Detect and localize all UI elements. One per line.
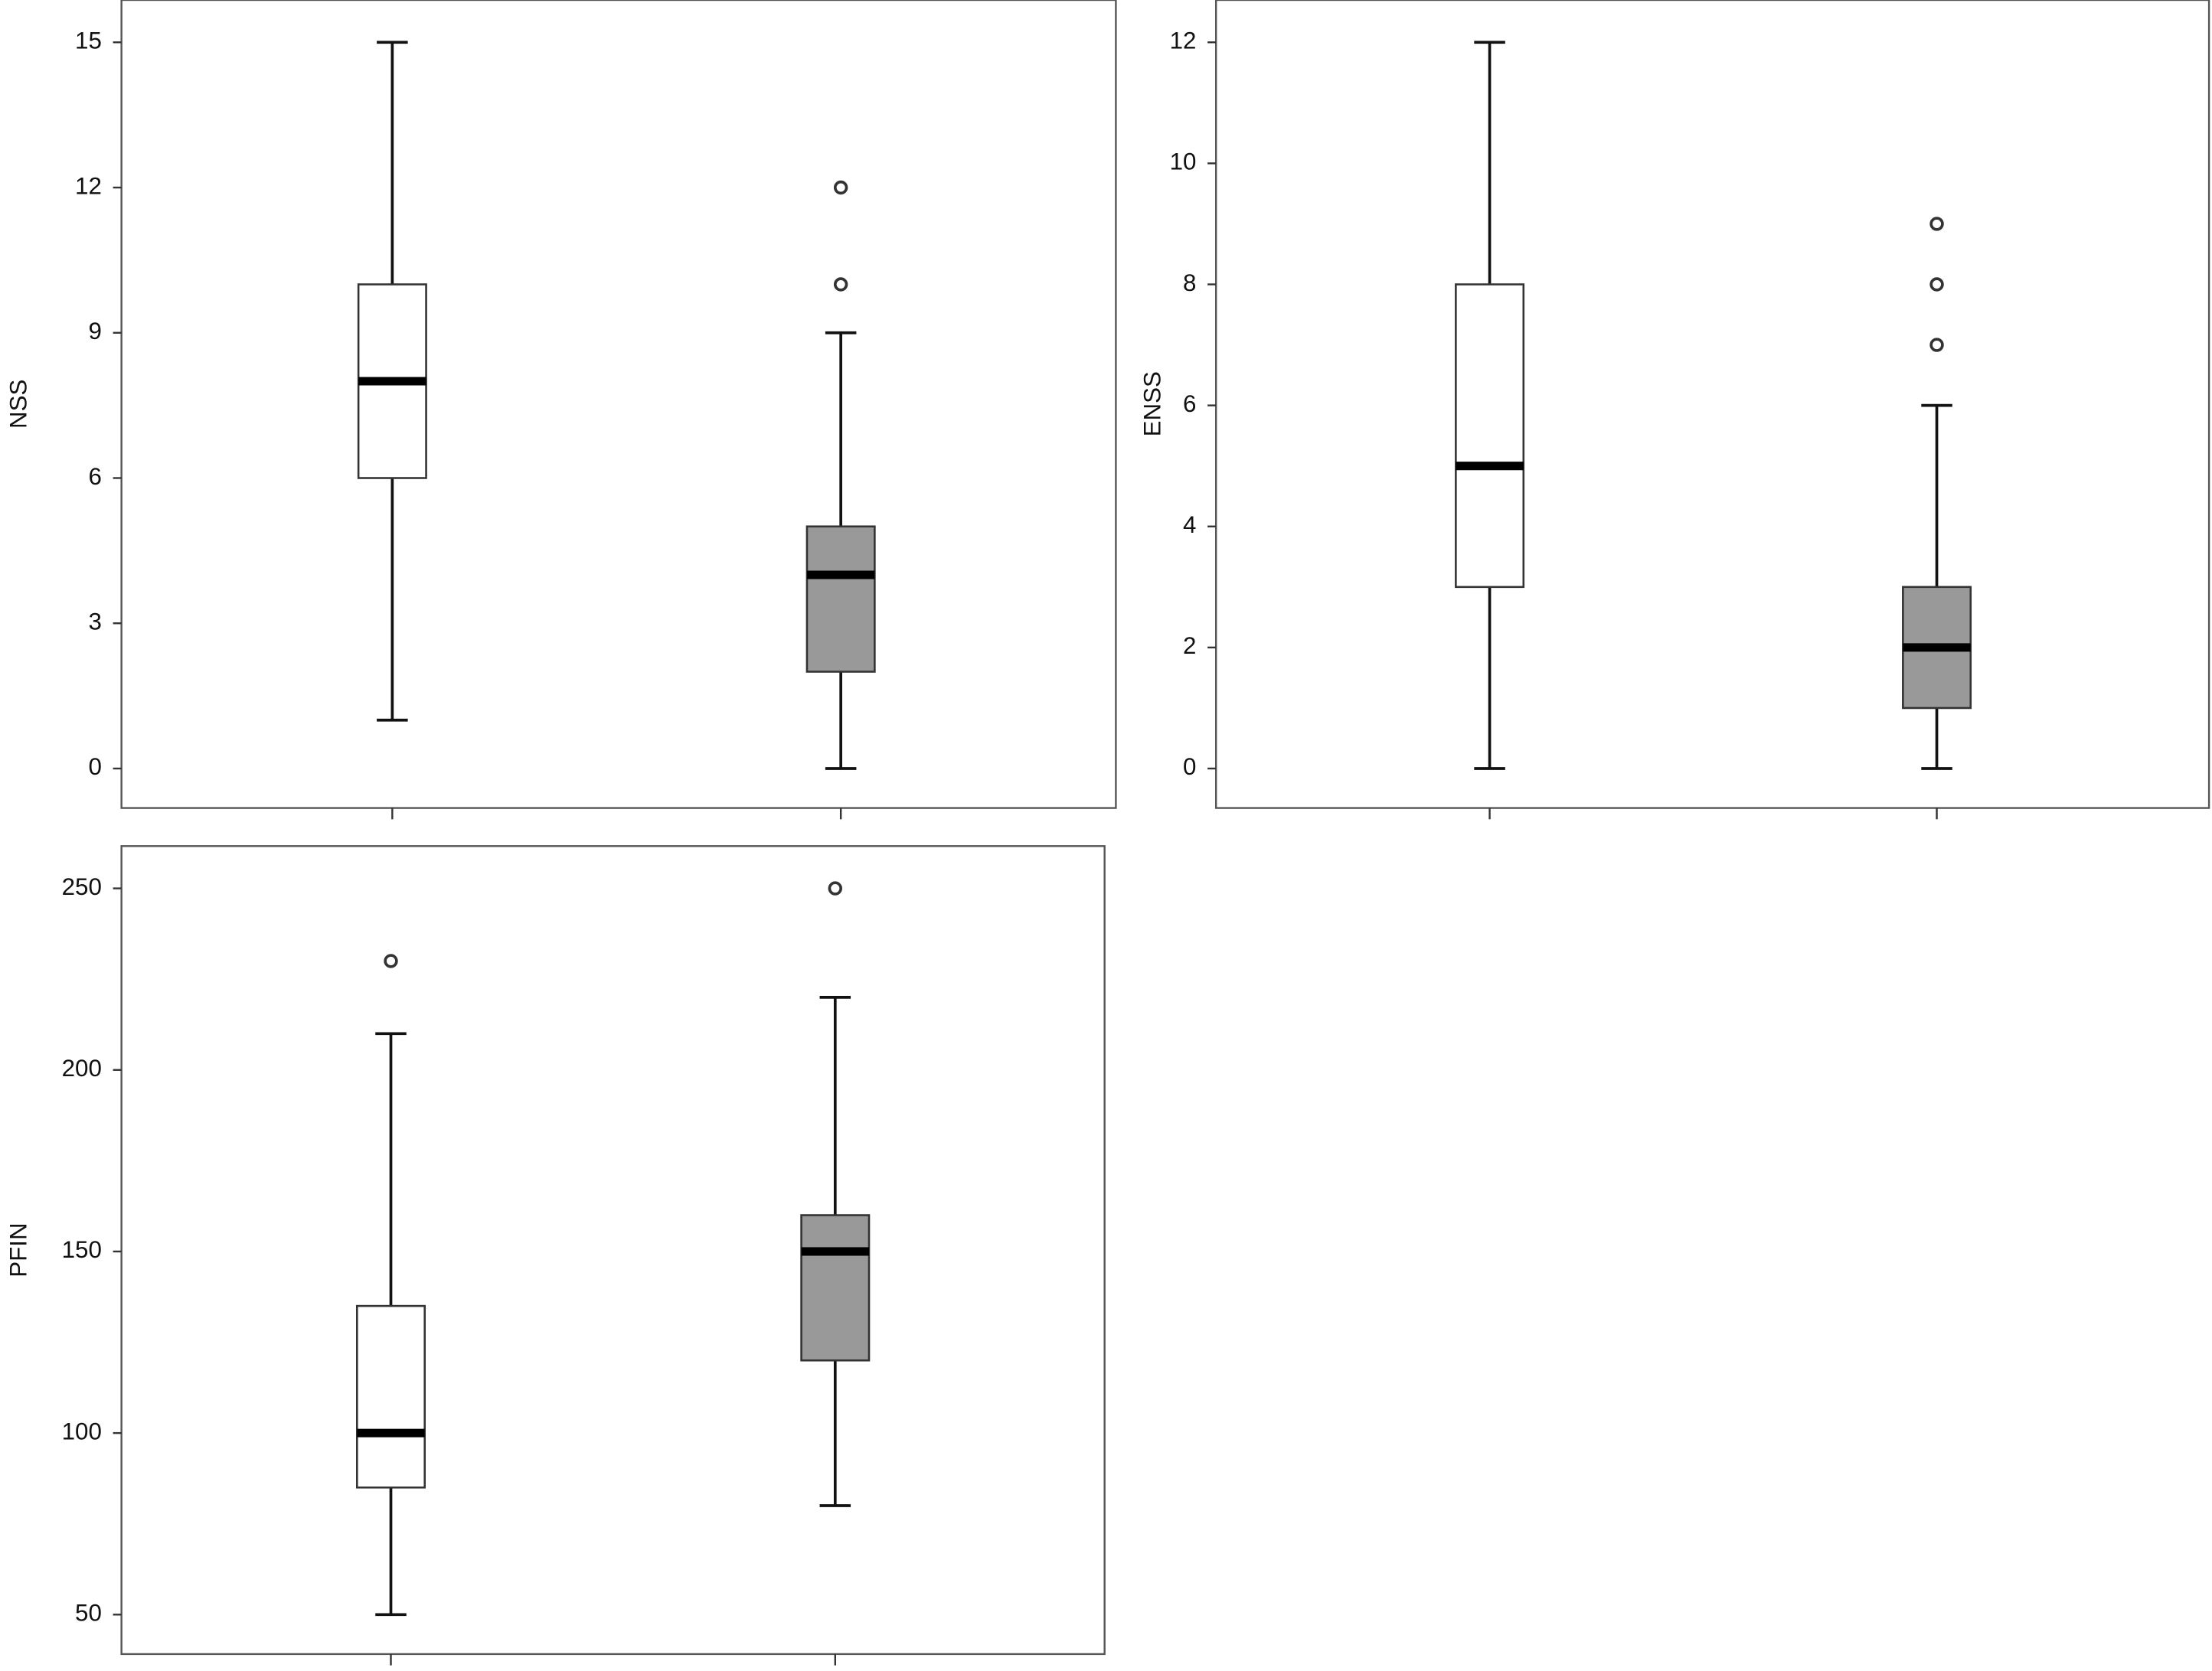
y-tick-label: 12 xyxy=(75,172,102,199)
box-group-2 xyxy=(800,881,871,1666)
y-tick-label: 2 xyxy=(1183,632,1196,659)
y-axis-label: PFIN xyxy=(5,1222,31,1277)
outlier-point xyxy=(828,881,843,896)
y-tick-label: 3 xyxy=(88,609,101,635)
outlier-point xyxy=(1929,277,1944,292)
outlier-point xyxy=(384,954,398,968)
outlier-point xyxy=(833,277,848,292)
y-tick-label: 200 xyxy=(62,1055,102,1082)
y-axis-label: NSS xyxy=(5,380,31,429)
box-group-2 xyxy=(805,180,876,820)
y-tick-label: 50 xyxy=(75,1600,102,1627)
y-tick-label: 150 xyxy=(62,1236,102,1263)
y-tick-label: 250 xyxy=(62,873,102,900)
y-axis-label: ENSS xyxy=(1139,371,1165,436)
y-tick-label: 0 xyxy=(1183,753,1196,780)
y-tick-label: 0 xyxy=(88,753,101,780)
panel-nss: 0 3 6 9 12 15 NSS xyxy=(5,0,1117,820)
y-tick-label: 6 xyxy=(88,463,101,490)
iqr-box xyxy=(800,1214,871,1362)
y-tick-label: 12 xyxy=(1170,28,1197,54)
outlier-point xyxy=(1929,217,1944,231)
y-tick-label: 15 xyxy=(75,28,102,54)
y-tick-label: 100 xyxy=(62,1418,102,1444)
plot-frame xyxy=(120,0,1117,809)
y-tick-label: 8 xyxy=(1183,269,1196,296)
y-tick-label: 6 xyxy=(1183,390,1196,417)
iqr-box xyxy=(805,525,876,673)
box-group-1 xyxy=(356,954,426,1666)
box-group-2 xyxy=(1902,217,1972,820)
outlier-point xyxy=(1929,338,1944,352)
y-tick-label: 9 xyxy=(88,318,101,344)
iqr-box xyxy=(1455,283,1525,589)
y-tick-label: 4 xyxy=(1183,511,1196,538)
y-tick-label: 10 xyxy=(1170,148,1197,175)
panel-enss: 0 2 4 6 8 10 12 ENSS xyxy=(1139,0,2210,820)
plot-frame xyxy=(1214,0,2210,809)
box-group-1 xyxy=(357,41,427,820)
box-group-1 xyxy=(1455,41,1525,820)
plot-frame xyxy=(120,845,1106,1656)
iqr-box xyxy=(356,1304,426,1489)
panel-pfin: 50 100 150 200 250 PFIN xyxy=(5,845,1106,1666)
outlier-point xyxy=(833,180,848,195)
